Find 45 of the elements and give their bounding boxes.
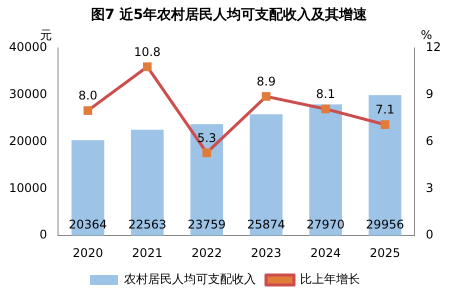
y2-tick-label: 12	[426, 40, 442, 54]
y2-tick-label: 3	[426, 180, 434, 195]
point	[202, 148, 212, 158]
y-tick-label: 10000	[8, 180, 48, 195]
x-tick-label: 2022	[191, 246, 222, 260]
data-label: 22563	[128, 218, 166, 232]
bar	[309, 104, 342, 236]
point	[84, 106, 92, 115]
point	[262, 92, 270, 101]
legend-label: 农村居民人均可支配收入	[124, 272, 256, 286]
y-axis-title: 元	[40, 28, 52, 42]
data-label: 7.1	[375, 102, 395, 117]
data-label: 8.9	[256, 74, 276, 89]
x-tick-label: 2020	[72, 246, 104, 260]
data-label: 8.1	[316, 87, 336, 102]
y-tick-label: 40000	[8, 40, 48, 54]
x-tick-label: 2023	[250, 246, 282, 260]
bar	[130, 130, 164, 236]
y2-tick-label: 9	[426, 87, 434, 102]
data-label: 23759	[188, 218, 226, 232]
bar	[190, 124, 224, 236]
y-tick-label: 30000	[8, 87, 48, 102]
x-tick-label: 2021	[132, 246, 163, 260]
legend-label: 比上年增长	[300, 272, 360, 286]
x-tick-label: 2024	[310, 246, 341, 260]
data-label: 5.3	[197, 130, 216, 145]
x-tick-label: 2025	[370, 246, 400, 260]
data-label: 20364	[68, 218, 107, 232]
bar	[72, 140, 104, 236]
y2-tick-label: 6	[426, 134, 434, 148]
bar	[368, 95, 402, 236]
point	[380, 120, 390, 129]
data-label: 10.8	[134, 44, 161, 59]
data-label: 25874	[247, 218, 286, 232]
y2-axis-title: %	[420, 28, 432, 42]
data-label: 8.0	[78, 88, 98, 103]
point	[142, 62, 152, 72]
data-label: 29956	[366, 218, 404, 232]
y-tick-label: 0	[40, 228, 48, 242]
point	[321, 104, 330, 114]
y2-tick-label: 0	[426, 228, 434, 242]
bar	[250, 114, 283, 236]
data-label: 27970	[306, 218, 345, 232]
y-tick-label: 20000	[8, 134, 48, 148]
chart-title: 图7 近5年农村居民人均可支配收入及其增速	[90, 6, 368, 25]
